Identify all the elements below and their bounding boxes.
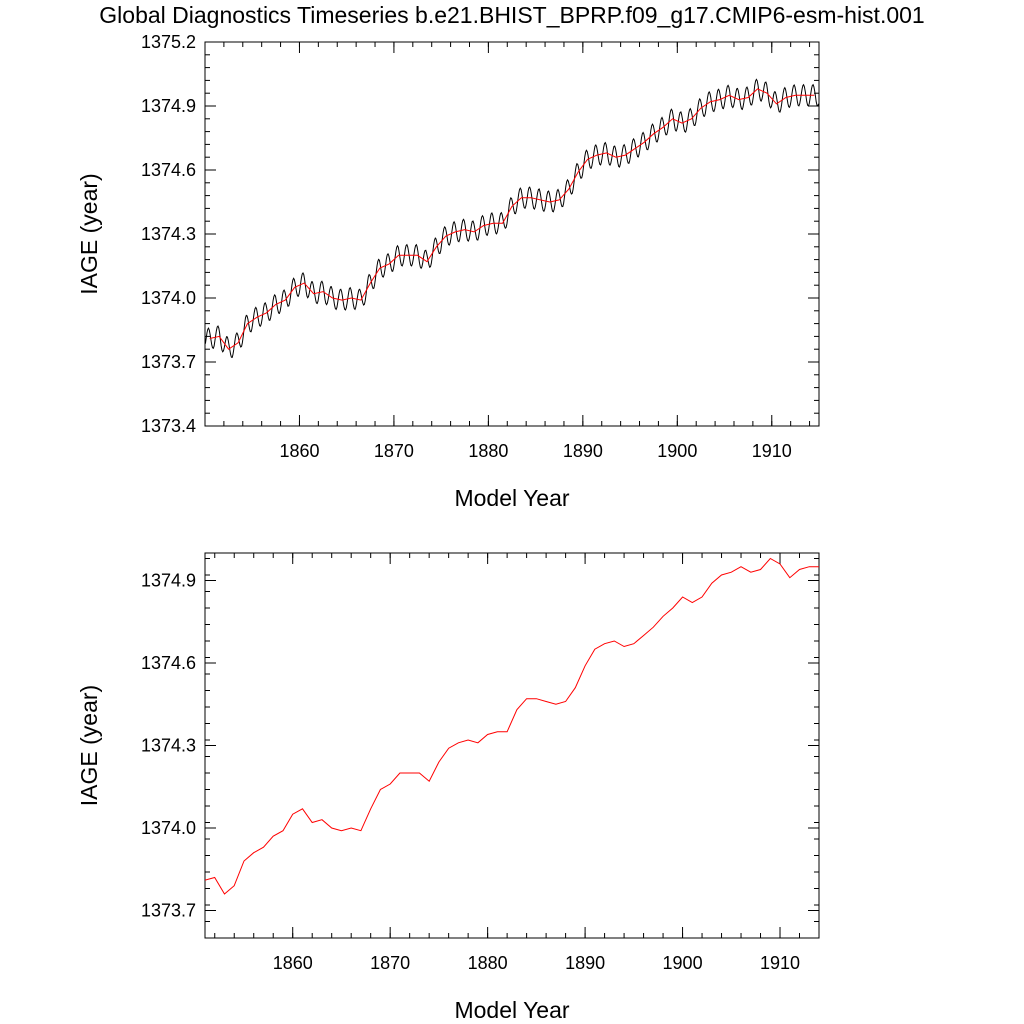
annual-mean-series-line bbox=[209, 88, 815, 350]
y-axis-label: IAGE (year) bbox=[76, 685, 102, 806]
annual-mean-series-line bbox=[205, 557, 819, 895]
y-tick-label: 1374.0 bbox=[141, 288, 196, 308]
plot-frame bbox=[204, 41, 820, 427]
plot-frame bbox=[204, 552, 820, 939]
monthly-series-line bbox=[205, 78, 819, 359]
x-tick-label: 1890 bbox=[563, 441, 603, 461]
top-panel: 1373.4 1373.7 1374.0 1374.3 1374.6 1374.9 1375… bbox=[76, 32, 820, 511]
y-tick-label: 1374.9 bbox=[141, 571, 196, 591]
y-tick-label: 1374.0 bbox=[141, 818, 196, 838]
x-tick-label: 1870 bbox=[374, 441, 414, 461]
x-axis-label: Model Year bbox=[454, 997, 569, 1023]
y-tick-label: 1374.6 bbox=[141, 653, 196, 673]
x-tick-label: 1860 bbox=[279, 441, 319, 461]
y-tick-label: 1373.7 bbox=[141, 901, 196, 921]
x-tick-label: 1870 bbox=[370, 953, 410, 973]
y-tick-label: 1373.7 bbox=[141, 352, 196, 372]
bottom-panel: 1373.7 1374.0 1374.3 1374.6 1374.9 1860 1870 18… bbox=[76, 552, 820, 1023]
x-tick-label: 1910 bbox=[760, 953, 800, 973]
x-axis-label: Model Year bbox=[454, 485, 569, 511]
y-tick-label: 1374.6 bbox=[141, 160, 196, 180]
x-tick-label: 1900 bbox=[663, 953, 703, 973]
y-tick-label: 1375.2 bbox=[141, 32, 196, 52]
y-tick-label: 1373.4 bbox=[141, 416, 196, 436]
y-axis-label: IAGE (year) bbox=[76, 173, 102, 294]
y-tick-label: 1374.9 bbox=[141, 96, 196, 116]
x-tick-label: 1910 bbox=[752, 441, 792, 461]
x-tick-label: 1880 bbox=[468, 953, 508, 973]
x-tick-label: 1860 bbox=[273, 953, 313, 973]
chart-title: Global Diagnostics Timeseries b.e21.BHIS… bbox=[99, 2, 925, 28]
x-tick-label: 1900 bbox=[657, 441, 697, 461]
y-tick-label: 1374.3 bbox=[141, 736, 196, 756]
y-tick-label: 1374.3 bbox=[141, 224, 196, 244]
x-tick-label: 1890 bbox=[565, 953, 605, 973]
x-tick-label: 1880 bbox=[468, 441, 508, 461]
